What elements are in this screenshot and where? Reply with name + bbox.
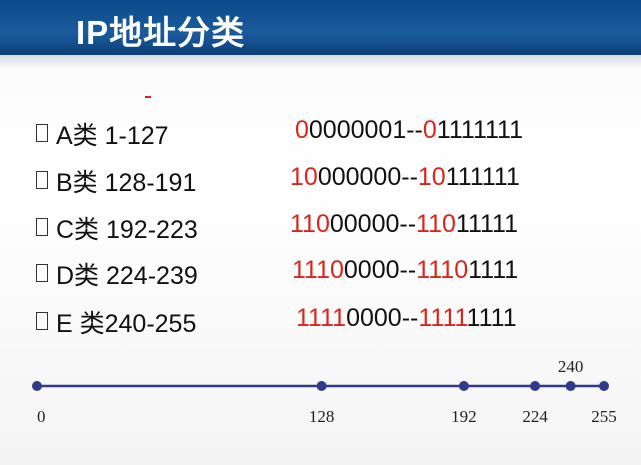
red-dash [145, 96, 151, 98]
start-red: 110 [290, 210, 330, 238]
point [565, 381, 576, 391]
binary-range: 11110000--11111111 [296, 304, 517, 333]
bullet-box [36, 312, 48, 330]
point [316, 381, 327, 391]
binary-range: 11000000--11011111 [290, 210, 518, 239]
end-red: 1110 [416, 256, 469, 284]
end-red: 1111 [418, 304, 467, 332]
point [599, 381, 609, 391]
point-label: 128 [309, 407, 335, 426]
class-label: A类 1-127 [56, 122, 169, 150]
start-red: 1111 [296, 304, 347, 332]
point [458, 381, 469, 391]
end-rest: 1111 [466, 304, 517, 332]
start-rest: 00000 [329, 210, 400, 238]
end-rest: 11111 [455, 210, 519, 238]
start-rest: 000000 [317, 163, 402, 191]
start-red: 10 [290, 163, 318, 191]
point-label: 192 [451, 407, 477, 426]
start-red: 0 [295, 116, 309, 144]
end-red: 10 [417, 163, 446, 191]
start-rest: 0000001 [308, 116, 407, 144]
title: IP地址分类 [76, 14, 246, 51]
sep: -- [401, 163, 418, 191]
end-rest: 111111 [445, 163, 520, 191]
bullet-box [36, 124, 48, 142]
header-band: IP地址分类 [0, 0, 641, 55]
start-rest: 0000 [343, 256, 400, 284]
end-red: 110 [416, 210, 456, 238]
sep: -- [399, 210, 417, 238]
end-rest: 1111 [468, 256, 519, 284]
class-label: B类 128-191 [56, 169, 197, 197]
start-red: 1110 [292, 256, 344, 284]
sep: -- [401, 304, 419, 332]
point [32, 381, 42, 391]
start-rest: 0000 [346, 304, 402, 332]
bullet-box [36, 171, 48, 189]
point-label: 240 [558, 357, 584, 376]
bullet-box [36, 264, 48, 282]
header-shadow [0, 55, 641, 69]
class-label: D类 224-239 [56, 262, 198, 290]
sep: -- [406, 116, 423, 144]
point-label: 255 [591, 407, 617, 426]
end-red: 0 [422, 116, 437, 144]
end-rest: 1111111 [436, 116, 523, 144]
binary-range: 00000001--01111111 [295, 116, 523, 145]
binary-range: 11100000--11101111 [292, 256, 518, 285]
class-label: C类 192-223 [56, 216, 198, 244]
point-label: 224 [522, 407, 548, 426]
class-label: E 类240-255 [56, 310, 197, 338]
sep: -- [399, 256, 417, 284]
point-label: 0 [37, 407, 46, 426]
bullet-box [36, 218, 48, 236]
point [530, 381, 541, 391]
binary-range: 10000000--10111111 [290, 163, 520, 192]
